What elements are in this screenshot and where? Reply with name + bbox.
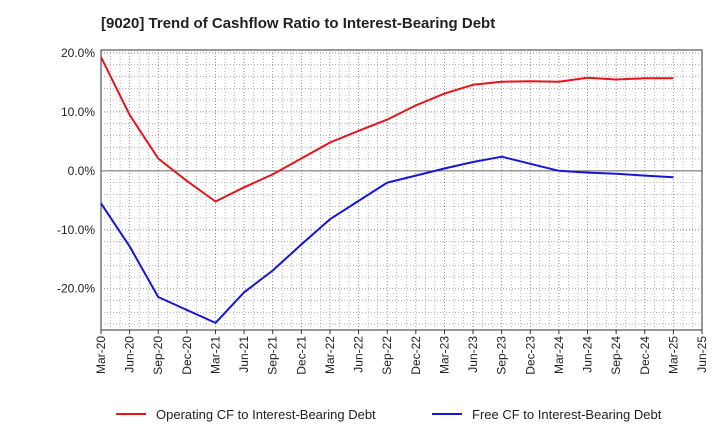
y-tick-label: -10.0% [57,223,95,237]
series-layer [100,56,674,324]
chart-title: [9020] Trend of Cashflow Ratio to Intere… [101,15,496,32]
x-tick-label: Jun-21 [237,336,251,373]
x-tick-label: Sep-20 [151,336,165,375]
y-tick-label: 0.0% [68,164,96,178]
x-tick-label: Sep-23 [495,336,509,375]
y-tick-label: -20.0% [57,282,95,296]
y-tick-label: 10.0% [61,105,95,119]
series-line-free-cf [100,155,674,324]
series-line-operating-cf [100,56,674,203]
x-tick-label: Sep-24 [609,336,623,375]
x-tick-label: Mar-20 [94,336,108,374]
x-tick-label: Jun-25 [695,336,709,373]
x-tick-label: Sep-22 [380,336,394,375]
x-tick-label: Mar-25 [666,336,680,374]
x-tick-label: Dec-21 [294,336,308,375]
x-tick-label: Dec-23 [523,336,537,375]
plot-frame [100,49,703,331]
x-tick-label: Mar-24 [552,336,566,374]
legend-label: Free CF to Interest-Bearing Debt [472,407,662,422]
x-tick-label: Jun-23 [466,336,480,373]
x-tick-label: Dec-22 [409,336,423,375]
x-tick-label: Mar-21 [208,336,222,374]
x-tick-label: Mar-22 [323,336,337,374]
x-tick-label: Dec-24 [638,336,652,375]
x-tick-label: Sep-21 [266,336,280,375]
y-tick-label: 20.0% [61,46,95,60]
legend-label: Operating CF to Interest-Bearing Debt [156,407,376,422]
legend: Operating CF to Interest-Bearing Debt Fre… [116,407,662,422]
x-tick-label: Dec-20 [180,336,194,375]
x-tick-label: Jun-20 [123,336,137,373]
x-tick-label: Mar-23 [437,336,451,374]
x-tick-label: Jun-24 [581,336,595,373]
grid-layer [100,49,703,331]
x-tick-label: Jun-22 [352,336,366,373]
axis-layer: 20.0% 10.0% 0.0% -10.0% -20.0% Mar-20 Jun-20 Se… [57,46,709,375]
